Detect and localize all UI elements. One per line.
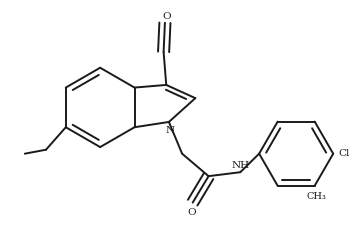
Text: O: O bbox=[162, 12, 170, 21]
Text: O: O bbox=[187, 207, 196, 216]
Text: N: N bbox=[166, 126, 175, 135]
Text: CH₃: CH₃ bbox=[306, 191, 326, 200]
Text: Cl: Cl bbox=[338, 148, 350, 157]
Text: NH: NH bbox=[231, 160, 250, 169]
